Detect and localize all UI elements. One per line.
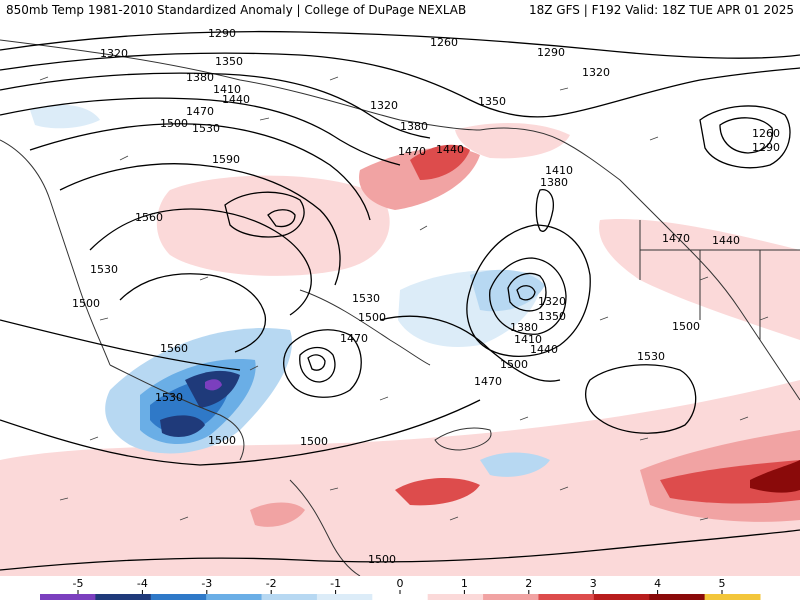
contour-label: 1320 [582,66,610,79]
contour-label: 1530 [90,263,118,276]
colorbar-tick-label: 2 [525,577,532,590]
contour-label: 1410 [514,333,542,346]
colorbar-tick-label: -5 [73,577,84,590]
contour-label: 1560 [160,342,188,355]
contour-label: 1500 [368,553,396,566]
contour-label: 1440 [436,143,464,156]
colorbar-canvas: -5 -4 -3 -2 -1 0 1 2 3 4 5 [40,577,761,600]
contour-label: 1410 [545,164,573,177]
contour-label: 1530 [352,292,380,305]
contour-label: 1470 [662,232,690,245]
colorbar-tick-label: -1 [330,577,341,590]
colorbar-segment [649,594,706,600]
colorbar-tick-label: 3 [590,577,597,590]
colorbar-tick-label: 4 [654,577,661,590]
contour-label: 1380 [510,321,538,334]
map-canvas: 1290 1260 1320 1350 1290 1320 1380 1410 … [0,20,800,576]
contour-label: 1260 [430,36,458,49]
contour-label: 1500 [500,358,528,371]
contour-label: 1530 [637,350,665,363]
contour-label: 1500 [160,117,188,130]
contour-label: 1500 [208,434,236,447]
contour-label: 1290 [208,27,236,40]
colorbar-segment [95,594,152,600]
colorbar-segment [704,594,761,600]
contour-label: 1290 [537,46,565,59]
colorbar-segment [316,594,373,600]
cold-anomaly-shading [30,104,550,477]
contour-label: 1290 [752,141,780,154]
contour-labels: 1290 1260 1320 1350 1290 1320 1380 1410 … [72,27,780,566]
run-info: 18Z GFS | F192 Valid: 18Z TUE APR 01 202… [528,3,794,17]
colorbar-segment [372,594,429,600]
colorbar-segment [483,594,539,600]
colorbar-tick-label: 1 [461,577,468,590]
contour-label: 1380 [540,176,568,189]
contour-label: 1530 [192,122,220,135]
height-contours [0,30,800,571]
contour-label: 1470 [474,375,502,388]
map-title: 850mb Temp 1981-2010 Standardized Anomal… [6,3,467,17]
contour-label: 1530 [155,391,183,404]
contour-label: 1500 [672,320,700,333]
contour-label: 1350 [215,55,243,68]
contour-label: 1470 [398,145,426,158]
colorbar-segment [538,594,595,600]
contour-label: 1260 [752,127,780,140]
colorbar-tick-label: -2 [266,577,277,590]
colorbar-segments [40,594,761,600]
contour-label: 1320 [538,295,566,308]
wind-barbs [39,76,769,521]
map-header: 850mb Temp 1981-2010 Standardized Anomal… [0,0,800,20]
land-outlines [0,39,800,576]
colorbar-tick-label: -4 [137,577,148,590]
colorbar-segment [206,594,263,600]
contour-label: 1350 [478,95,506,108]
contour-label: 1500 [300,435,328,448]
contour-label: 1500 [72,297,100,310]
contour-label: 1350 [538,310,566,323]
contour-label: 1440 [712,234,740,247]
contour-label: 1410 [213,83,241,96]
colorbar-segment [427,594,484,600]
colorbar-segment [40,594,96,600]
colorbar-tick-label: 5 [719,577,726,590]
contour-label: 1440 [222,93,250,106]
colorbar-segment [150,594,207,600]
contour-label: 1470 [340,332,368,345]
colorbar-tick-label: -3 [201,577,212,590]
colorbar-ticks: -5 -4 -3 -2 -1 0 1 2 3 4 5 [73,577,726,594]
warm-anomaly-shading [0,123,800,576]
contour-label: 1500 [358,311,386,324]
contour-label: 1470 [186,105,214,118]
contour-label: 1380 [186,71,214,84]
contour-label: 1320 [100,47,128,60]
colorbar: -5 -4 -3 -2 -1 0 1 2 3 4 5 [0,576,800,600]
contour-label: 1380 [400,120,428,133]
colorbar-segment [261,594,318,600]
contour-label: 1560 [135,211,163,224]
colorbar-tick-label: 0 [397,577,404,590]
contour-label: 1590 [212,153,240,166]
contour-label: 1320 [370,99,398,112]
colorbar-segment [593,594,650,600]
contour-label: 1440 [530,343,558,356]
anomaly-map: 1290 1260 1320 1350 1290 1320 1380 1410 … [0,20,800,576]
